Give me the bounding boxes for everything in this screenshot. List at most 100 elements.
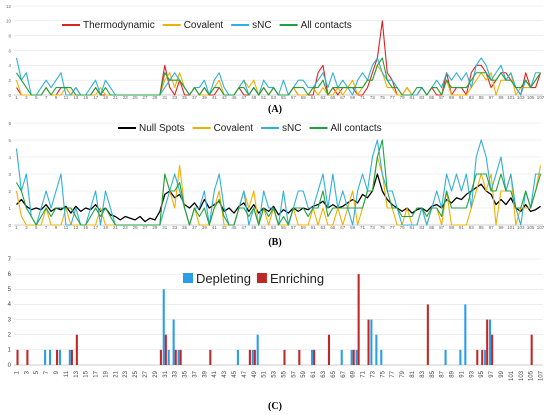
x-tick-label: 69	[350, 225, 356, 230]
bar-depleting-88	[444, 349, 447, 365]
grid-0: 0 2 4 6 8 10 12	[6, 4, 543, 98]
x-tick-label: 35	[183, 370, 189, 377]
x-tick-label: 69	[350, 95, 356, 100]
bar-depleting-7	[44, 349, 47, 365]
x-tick-label: 107	[537, 225, 545, 230]
x-tick-label: 9	[55, 95, 58, 100]
legend-label-enriching: Enriching	[270, 271, 324, 286]
x-tick-label: 97	[489, 370, 495, 377]
y-tick-label: 6	[8, 272, 12, 278]
x-tick-label: 99	[498, 95, 504, 100]
bar-depleting-50	[256, 334, 259, 365]
x-tick-label: 31	[163, 370, 169, 377]
bar-enriching-48	[248, 349, 251, 365]
legend-1: Null Spots Covalent sNC All contacts	[118, 123, 382, 134]
x-tick-label: 1	[15, 225, 18, 230]
x-tick-label: 67	[340, 95, 346, 100]
y-tick-label: 1	[8, 348, 12, 354]
y-tick-label: 10	[6, 19, 12, 24]
x-tick-label: 49	[251, 225, 257, 230]
bar-enriching-97	[491, 334, 494, 365]
x-tick-label: 61	[311, 225, 317, 230]
x-tick-label: 95	[479, 370, 485, 377]
bar-depleting-67	[340, 349, 343, 365]
x-tick-label: 33	[172, 225, 178, 230]
bar-depleting-12	[68, 349, 71, 365]
bar-enriching-40	[209, 349, 212, 365]
legend-label-thermodynamic: Thermodynamic	[83, 20, 155, 31]
x-tick-label: 77	[390, 225, 396, 230]
y-tick-label: 7	[8, 257, 12, 263]
x-tick-label: 55	[281, 95, 287, 100]
bar-depleting-73	[370, 319, 373, 365]
x-tick-label: 57	[291, 225, 297, 230]
x-tick-label: 37	[192, 370, 198, 377]
x-tick-label: 51	[261, 95, 267, 100]
x-tick-label: 3	[25, 225, 28, 230]
y-tick-label: 0	[8, 363, 12, 369]
y-tick-label: 3	[8, 172, 11, 177]
x-tick-label: 21	[113, 225, 119, 230]
x-tick-label: 89	[449, 95, 455, 100]
series-bars-depleting	[44, 289, 492, 365]
x-tick-label: 45	[232, 370, 238, 377]
x-tick-label: 13	[73, 225, 79, 230]
bar-depleting-34	[177, 349, 180, 365]
x-tick-label: 33	[173, 370, 179, 377]
bar-depleting-31	[162, 289, 165, 365]
bar-enriching-34	[179, 349, 182, 365]
x-tick-label: 21	[113, 95, 119, 100]
x-tick-label: 63	[321, 370, 327, 377]
x-tick-label: 61	[311, 370, 317, 377]
x-tick-label: 89	[450, 370, 456, 377]
x-tick-label: 105	[529, 370, 535, 381]
x-tick-label: 99	[498, 225, 504, 230]
x-tick-label: 49	[252, 370, 258, 377]
bar-depleting-75	[380, 349, 383, 365]
x-tick-label: 45	[231, 95, 237, 100]
y-tick-label: 8	[8, 33, 11, 38]
x-tick-label: 37	[192, 95, 198, 100]
x-tick-label: 13	[73, 95, 79, 100]
x-tick-label: 77	[390, 370, 396, 377]
legend-0: Thermodynamic Covalent sNC All contacts	[62, 20, 352, 31]
series-line-all-contacts	[15, 139, 542, 226]
x-tick-label: 5	[34, 370, 40, 374]
x-tick-label: 73	[370, 95, 376, 100]
x-tick-label: 105	[527, 225, 535, 230]
x-tick-label: 41	[212, 370, 218, 377]
bar-depleting-46	[236, 349, 239, 365]
panel-label: (A)	[268, 104, 282, 115]
x-ticks-2: 1 3 5 7 9 11 13 15 17 19 21 23 25 27 29 31 33 35 37 39 41 43 4…	[14, 370, 544, 381]
x-tick-label: 25	[133, 370, 139, 377]
x-tick-label: 61	[311, 95, 317, 100]
x-tick-label: 75	[380, 225, 386, 230]
bar-enriching-1	[16, 349, 19, 365]
x-tick-label: 43	[222, 370, 228, 377]
x-tick-label: 67	[340, 225, 346, 230]
bar-enriching-95	[481, 349, 484, 365]
x-tick-label: 83	[419, 225, 425, 230]
x-tick-label: 17	[94, 370, 100, 377]
legend-label-snc: sNC	[252, 20, 271, 31]
bar-enriching-94	[476, 349, 479, 365]
x-tick-label: 103	[517, 225, 525, 230]
x-tick-label: 87	[439, 225, 445, 230]
legend-label-snc: sNC	[282, 123, 301, 134]
x-tick-label: 99	[499, 370, 505, 377]
x-tick-label: 39	[202, 225, 208, 230]
x-tick-label: 19	[103, 225, 109, 230]
bar-enriching-70	[357, 274, 360, 365]
x-tick-label: 83	[419, 95, 425, 100]
x-tick-label: 29	[152, 95, 158, 100]
bar-depleting-8	[49, 349, 52, 365]
y-tick-label: 6	[8, 48, 11, 53]
x-tick-label: 91	[459, 225, 465, 230]
x-tick-label: 7	[45, 225, 48, 230]
x-tick-label: 47	[241, 95, 247, 100]
x-tick-label: 71	[361, 370, 367, 377]
x-tick-label: 11	[64, 95, 69, 100]
x-tick-label: 3	[24, 370, 30, 374]
